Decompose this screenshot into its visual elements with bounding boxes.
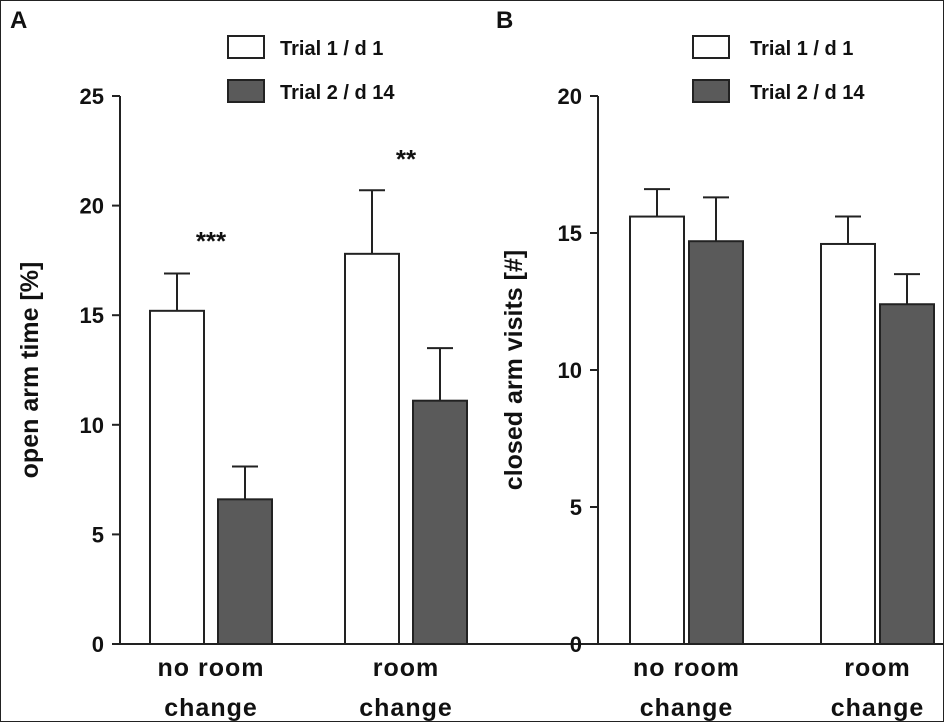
- y-tick-label: 10: [558, 358, 582, 383]
- y-tick-label: 0: [570, 632, 582, 657]
- x-tick-label: no room: [633, 654, 740, 682]
- x-tick-label: no room: [158, 654, 265, 682]
- y-axis-label: open arm time [%]: [16, 262, 44, 479]
- x-tick-label: change: [831, 694, 925, 722]
- legend-label: Trial 2 / d 14: [750, 82, 865, 104]
- y-tick-label: 0: [92, 632, 104, 657]
- bar-trial1: [629, 215, 685, 645]
- bar-trial2: [688, 240, 744, 645]
- y-tick-label: 20: [80, 194, 104, 219]
- legend-label: Trial 1 / d 1: [750, 38, 853, 60]
- bar-trial2: [412, 399, 468, 645]
- y-tick-label: 15: [558, 221, 582, 246]
- x-tick-label: room: [373, 654, 440, 682]
- y-tick-label: 5: [92, 522, 104, 547]
- legend-swatch: [692, 79, 730, 103]
- y-axis-label: closed arm visits [#]: [500, 250, 528, 490]
- significance-annotation: **: [396, 144, 417, 174]
- panel-label: A: [10, 7, 27, 34]
- legend-label: Trial 1 / d 1: [280, 38, 383, 60]
- y-tick-label: 15: [80, 303, 104, 328]
- bar-trial1: [149, 309, 205, 645]
- bar-trial2: [879, 303, 935, 645]
- legend-swatch: [227, 79, 265, 103]
- y-tick-label: 5: [570, 495, 582, 520]
- bar-trial1: [344, 252, 400, 645]
- legend-label: Trial 2 / d 14: [280, 82, 395, 104]
- legend-swatch: [227, 35, 265, 59]
- x-tick-label: change: [164, 694, 258, 722]
- y-tick-label: 10: [80, 413, 104, 438]
- x-tick-label: change: [640, 694, 734, 722]
- chart-panel-b: B 0 5 10 15 20 closed arm visits [#] no room cha…: [496, 7, 944, 722]
- y-tick-label: 25: [80, 84, 104, 109]
- x-tick-label: change: [359, 694, 453, 722]
- x-tick-label: room: [844, 654, 911, 682]
- bar-trial2: [217, 498, 273, 645]
- legend-swatch: [692, 35, 730, 59]
- panel-label: B: [496, 7, 513, 34]
- bar-trial1: [820, 242, 876, 646]
- y-tick-label: 20: [558, 84, 582, 109]
- significance-annotation: ***: [196, 226, 227, 256]
